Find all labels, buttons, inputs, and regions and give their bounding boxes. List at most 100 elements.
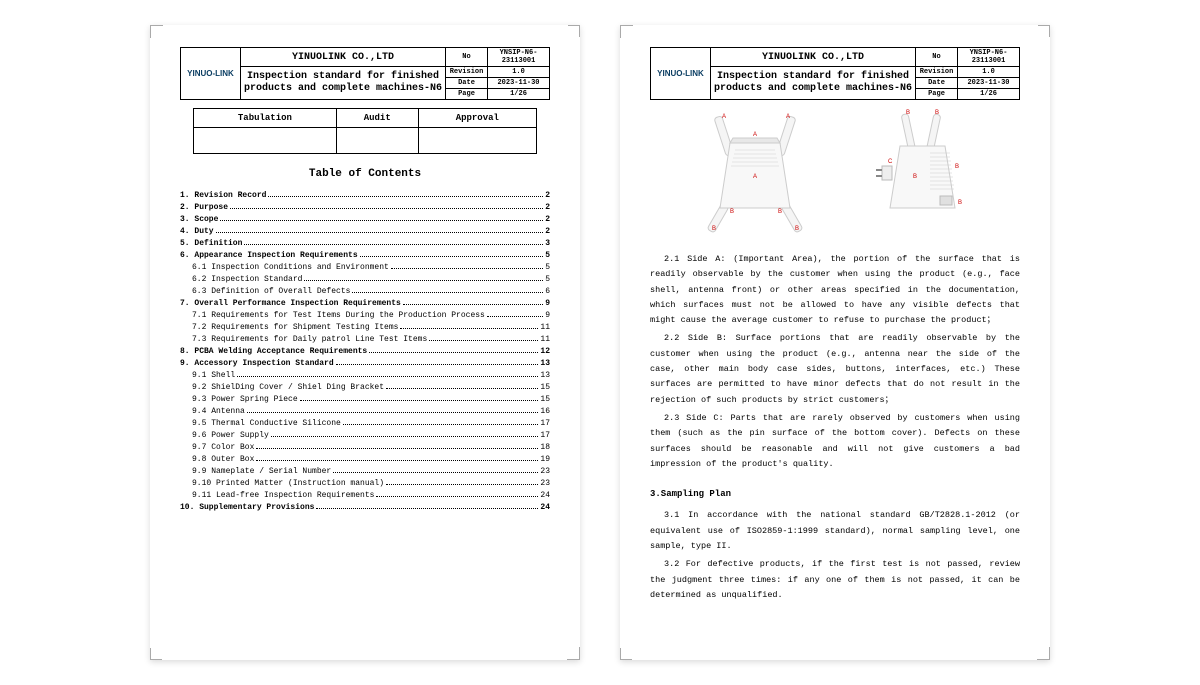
toc-text: 3. Scope: [180, 214, 218, 226]
toc-page: 2: [545, 214, 550, 226]
toc-page: 17: [540, 430, 550, 442]
toc-row: 9. Accessory Inspection Standard13: [180, 358, 550, 370]
toc-text: 9.10 Printed Matter (Instruction manual): [180, 478, 384, 490]
svg-text:B: B: [712, 226, 716, 232]
company-name-2: YINUOLINK CO.,LTD: [711, 48, 916, 67]
toc-page: 17: [540, 418, 550, 430]
toc-text: 9.1 Shell: [180, 370, 235, 382]
header-table: YINUO-LINK YINUOLINK CO.,LTD No YNSIP-N6…: [180, 47, 550, 100]
toc-text: 9.3 Power Spring Piece: [180, 394, 298, 406]
toc-page: 23: [540, 478, 550, 490]
toc-row: 9.8 Outer Box19: [180, 454, 550, 466]
toc-text: 6.1 Inspection Conditions and Environmen…: [180, 262, 389, 274]
svg-text:A: A: [786, 114, 790, 120]
toc-page: 5: [545, 262, 550, 274]
svg-text:B: B: [906, 110, 910, 116]
toc-text: 9.7 Color Box: [180, 442, 254, 454]
para-2-1: 2.1 Side A: (Important Area), the portio…: [650, 252, 1020, 328]
toc-row: 7. Overall Performance Inspection Requir…: [180, 298, 550, 310]
toc-text: 9. Accessory Inspection Standard: [180, 358, 334, 370]
toc-text: 7.2 Requirements for Shipment Testing It…: [180, 322, 398, 334]
toc-page: 5: [545, 274, 550, 286]
audit-head: Audit: [336, 109, 418, 128]
toc-page: 11: [540, 334, 550, 346]
device-front-view: AA AA BB BB: [690, 108, 820, 238]
svg-text:B: B: [958, 200, 962, 206]
toc-text: 9.4 Antenna: [180, 406, 245, 418]
body-text: 2.1 Side A: (Important Area), the portio…: [650, 252, 1020, 603]
no-label: No: [446, 48, 488, 67]
toc-row: 9.1 Shell 13: [180, 370, 550, 382]
toc-text: 9.6 Power Supply: [180, 430, 269, 442]
svg-text:A: A: [753, 174, 757, 180]
toc-page: 2: [545, 226, 550, 238]
no-val: YNSIP-N6-23113001: [488, 48, 550, 67]
toc-row: 9.5 Thermal Conductive Silicone 17: [180, 418, 550, 430]
toc-row: 8. PCBA Welding Acceptance Requirements …: [180, 346, 550, 358]
toc-page: 9: [545, 310, 550, 322]
toc-row: 9.9 Nameplate / Serial Number 23: [180, 466, 550, 478]
toc-text: 7. Overall Performance Inspection Requir…: [180, 298, 401, 310]
device-side-view: B B C B B B: [850, 108, 980, 238]
svg-text:C: C: [888, 159, 893, 165]
svg-text:B: B: [778, 209, 782, 215]
toc-text: 2. Purpose: [180, 202, 228, 214]
toc-row: 9.10 Printed Matter (Instruction manual)…: [180, 478, 550, 490]
toc-row: 9.4 Antenna 16: [180, 406, 550, 418]
toc-row: 9.6 Power Supply 17: [180, 430, 550, 442]
toc-page: 15: [540, 382, 550, 394]
toc-text: 9.2 ShielDing Cover / Shiel Ding Bracket: [180, 382, 384, 394]
svg-text:B: B: [913, 174, 917, 180]
toc-row: 3. Scope 2: [180, 214, 550, 226]
toc-page: 6: [545, 286, 550, 298]
toc-page: 24: [540, 490, 550, 502]
page-val: 1/26: [488, 89, 550, 100]
toc-text: 9.8 Outer Box: [180, 454, 254, 466]
svg-text:B: B: [955, 164, 959, 170]
toc-page: 13: [540, 370, 550, 382]
svg-text:B: B: [730, 209, 734, 215]
toc-page: 2: [545, 190, 550, 202]
toc-row: 10. Supplementary Provisions 24: [180, 502, 550, 514]
section-3-head: 3.Sampling Plan: [650, 486, 1020, 502]
doc-title-2: Inspection standard for finished product…: [711, 67, 916, 100]
toc-row: 6.3 Definition of Overall Defects 6: [180, 286, 550, 298]
toc-text: 9.11 Lead-free Inspection Requirements: [180, 490, 374, 502]
date-val: 2023-11-30: [488, 78, 550, 89]
approval-table: Tabulation Audit Approval: [193, 108, 537, 154]
toc-row: 6. Appearance Inspection Requirements 5: [180, 250, 550, 262]
toc-list: 1. Revision Record22. Purpose23. Scope 2…: [180, 190, 550, 514]
header-table-2: YINUO-LINK YINUOLINK CO.,LTD No YNSIP-N6…: [650, 47, 1020, 100]
para-3-2: 3.2 For defective products, if the first…: [650, 557, 1020, 603]
logo-cell-2: YINUO-LINK: [651, 48, 711, 100]
toc-row: 9.7 Color Box 18: [180, 442, 550, 454]
toc-title: Table of Contents: [180, 168, 550, 180]
toc-page: 23: [540, 466, 550, 478]
page-right: YINUO-LINK YINUOLINK CO.,LTD No YNSIP-N6…: [620, 25, 1050, 660]
doc-title: Inspection standard for finished product…: [241, 67, 446, 100]
toc-row: 7.3 Requirements for Daily patrol Line T…: [180, 334, 550, 346]
toc-text: 7.1 Requirements for Test Items During t…: [180, 310, 485, 322]
toc-text: 9.9 Nameplate / Serial Number: [180, 466, 331, 478]
rev-label: Revision: [446, 67, 488, 78]
svg-text:B: B: [935, 110, 939, 116]
toc-page: 24: [540, 502, 550, 514]
toc-page: 9: [545, 298, 550, 310]
rev-val: 1.0: [488, 67, 550, 78]
toc-row: 9.2 ShielDing Cover / Shiel Ding Bracket…: [180, 382, 550, 394]
toc-row: 4. Duty 2: [180, 226, 550, 238]
toc-page: 2: [545, 202, 550, 214]
toc-row: 6.1 Inspection Conditions and Environmen…: [180, 262, 550, 274]
para-2-2: 2.2 Side B: Surface portions that are re…: [650, 331, 1020, 407]
page-left: YINUO-LINK YINUOLINK CO.,LTD No YNSIP-N6…: [150, 25, 580, 660]
toc-text: 6.3 Definition of Overall Defects: [180, 286, 350, 298]
approval-head: Approval: [418, 109, 536, 128]
toc-page: 12: [540, 346, 550, 358]
toc-page: 18: [540, 442, 550, 454]
toc-text: 10. Supplementary Provisions: [180, 502, 314, 514]
toc-page: 16: [540, 406, 550, 418]
toc-row: 7.2 Requirements for Shipment Testing It…: [180, 322, 550, 334]
svg-text:A: A: [722, 114, 726, 120]
toc-text: 9.5 Thermal Conductive Silicone: [180, 418, 341, 430]
toc-page: 11: [540, 322, 550, 334]
